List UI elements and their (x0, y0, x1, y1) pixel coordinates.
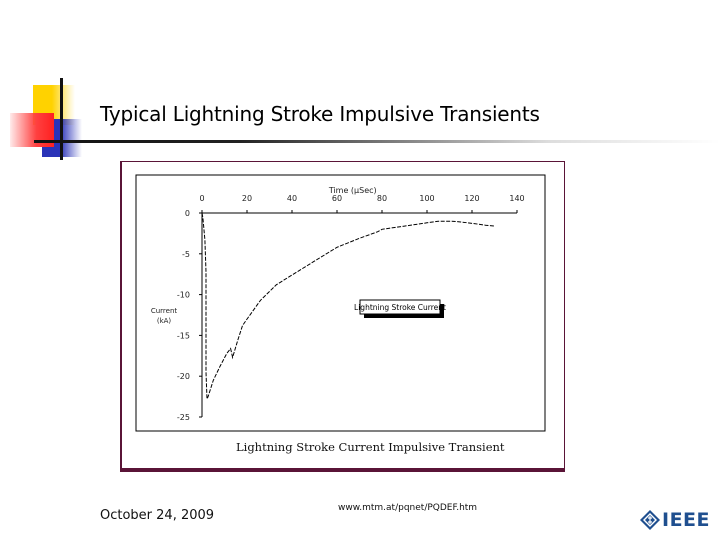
x-tick-label: 0 (199, 194, 204, 203)
x-tick-label: 40 (287, 194, 297, 203)
y-tick-label: -10 (177, 291, 190, 300)
y-tick-label: -25 (177, 413, 190, 422)
x-tick-label: 100 (419, 194, 434, 203)
y-tick-label: -20 (177, 372, 190, 381)
y-axis-unit-label: (kA) (157, 317, 172, 325)
plot-area-border (135, 174, 546, 432)
y-tick-label: -15 (177, 331, 190, 340)
x-tick-label: 80 (377, 194, 387, 203)
y-axis-label: Current (151, 307, 178, 315)
chart-caption: Lightning Stroke Current Impulsive Trans… (236, 440, 505, 454)
x-tick-label: 60 (332, 194, 342, 203)
title-underline (34, 140, 720, 143)
x-axis-label: Time (μSec) (328, 186, 377, 195)
lightning-current-chart: 0 20 40 60 80 100 120 140 Time (μSec) 0 -5 -10 -15 -2… (135, 174, 546, 432)
x-tick-label: 120 (464, 194, 479, 203)
footer-source-url: www.mtm.at/pqnet/PQDEF.htm (338, 503, 478, 513)
footer-date: October 24, 2009 (100, 508, 215, 523)
ieee-logo: IEEE (640, 509, 710, 531)
decor-vertical-line (60, 78, 63, 160)
ieee-diamond-icon (640, 510, 660, 530)
y-tick-label: 0 (185, 209, 190, 218)
x-tick-label: 20 (242, 194, 252, 203)
y-tick-label: -5 (182, 250, 190, 259)
x-tick-label: 140 (509, 194, 524, 203)
series-line (201, 212, 495, 400)
ieee-logo-text: IEEE (662, 509, 711, 531)
slide-title: Typical Lightning Stroke Impulsive Trans… (100, 102, 540, 126)
figure-frame: 0 20 40 60 80 100 120 140 Time (μSec) 0 -5 -10 -15 -2… (120, 161, 565, 472)
legend-entry: Lightning Stroke Current (354, 303, 446, 312)
legend-box (359, 299, 441, 315)
